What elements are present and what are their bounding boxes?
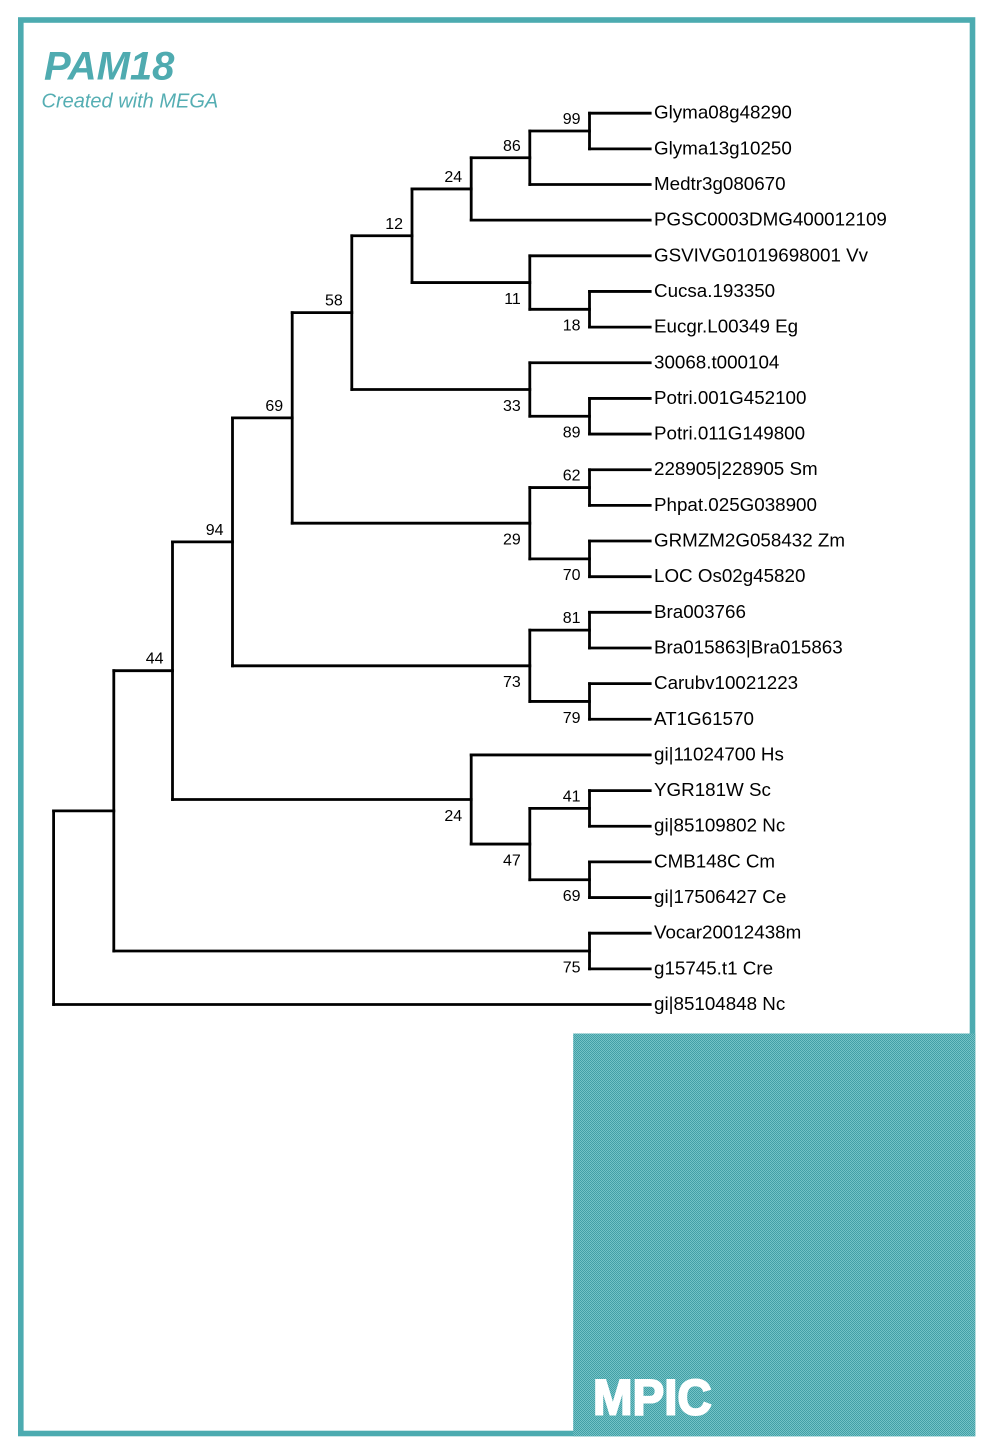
svg-text:18: 18 [563,318,581,335]
svg-text:33: 33 [503,398,521,415]
svg-text:gi|85109802 Nc: gi|85109802 Nc [654,815,785,836]
svg-text:12: 12 [385,216,403,233]
svg-text:Bra015863|Bra015863: Bra015863|Bra015863 [654,636,843,657]
svg-text:29: 29 [503,532,521,549]
svg-text:Bra003766: Bra003766 [654,601,746,622]
svg-text:CMB148C Cm: CMB148C Cm [654,850,775,871]
svg-text:AT1G61570: AT1G61570 [654,708,754,729]
svg-text:89: 89 [563,425,581,442]
svg-text:75: 75 [563,959,581,976]
svg-text:70: 70 [563,567,581,584]
svg-text:Potri.011G149800: Potri.011G149800 [654,423,805,444]
svg-text:47: 47 [503,852,521,869]
svg-text:MPIC: MPIC [593,1370,712,1425]
svg-text:94: 94 [206,522,224,539]
svg-text:58: 58 [325,293,343,310]
svg-text:GSVIVG01019698001 Vv: GSVIVG01019698001 Vv [654,244,869,265]
svg-text:69: 69 [563,888,581,905]
svg-text:PGSC0003DMG400012109: PGSC0003DMG400012109 [654,209,887,230]
svg-text:Phpat.025G038900: Phpat.025G038900 [654,494,817,515]
svg-text:24: 24 [444,169,462,186]
svg-text:YGR181W Sc: YGR181W Sc [654,779,771,800]
svg-text:Potri.001G452100: Potri.001G452100 [654,387,806,408]
svg-text:228905|228905 Sm: 228905|228905 Sm [654,458,818,479]
svg-text:Eucgr.L00349 Eg: Eucgr.L00349 Eg [654,316,798,337]
svg-text:gi|85104848 Nc: gi|85104848 Nc [654,993,785,1014]
svg-text:Glyma13g10250: Glyma13g10250 [654,137,792,158]
svg-text:41: 41 [563,788,581,805]
svg-text:86: 86 [503,138,521,155]
svg-text:PAM18: PAM18 [44,44,175,88]
svg-text:62: 62 [563,468,581,485]
svg-text:73: 73 [503,674,521,691]
svg-text:LOC Os02g45820: LOC Os02g45820 [654,565,805,586]
svg-text:Glyma08g48290: Glyma08g48290 [654,102,792,123]
svg-text:79: 79 [563,710,581,727]
svg-text:69: 69 [265,398,283,415]
svg-text:GRMZM2G058432 Zm: GRMZM2G058432 Zm [654,530,845,551]
svg-text:Medtr3g080670: Medtr3g080670 [654,173,786,194]
svg-text:Vocar20012438m: Vocar20012438m [654,922,801,943]
svg-text:gi|17506427 Ce: gi|17506427 Ce [654,886,786,907]
svg-text:Cucsa.193350: Cucsa.193350 [654,280,775,301]
svg-text:24: 24 [444,808,462,825]
svg-text:81: 81 [563,610,581,627]
svg-text:30068.t000104: 30068.t000104 [654,351,779,372]
svg-text:g15745.t1 Cre: g15745.t1 Cre [654,957,773,978]
svg-text:99: 99 [563,111,581,128]
svg-text:Created with MEGA: Created with MEGA [42,90,219,112]
svg-text:44: 44 [146,651,164,668]
svg-text:Carubv10021223: Carubv10021223 [654,672,798,693]
svg-text:gi|11024700 Hs: gi|11024700 Hs [654,743,784,764]
svg-text:11: 11 [504,291,521,308]
